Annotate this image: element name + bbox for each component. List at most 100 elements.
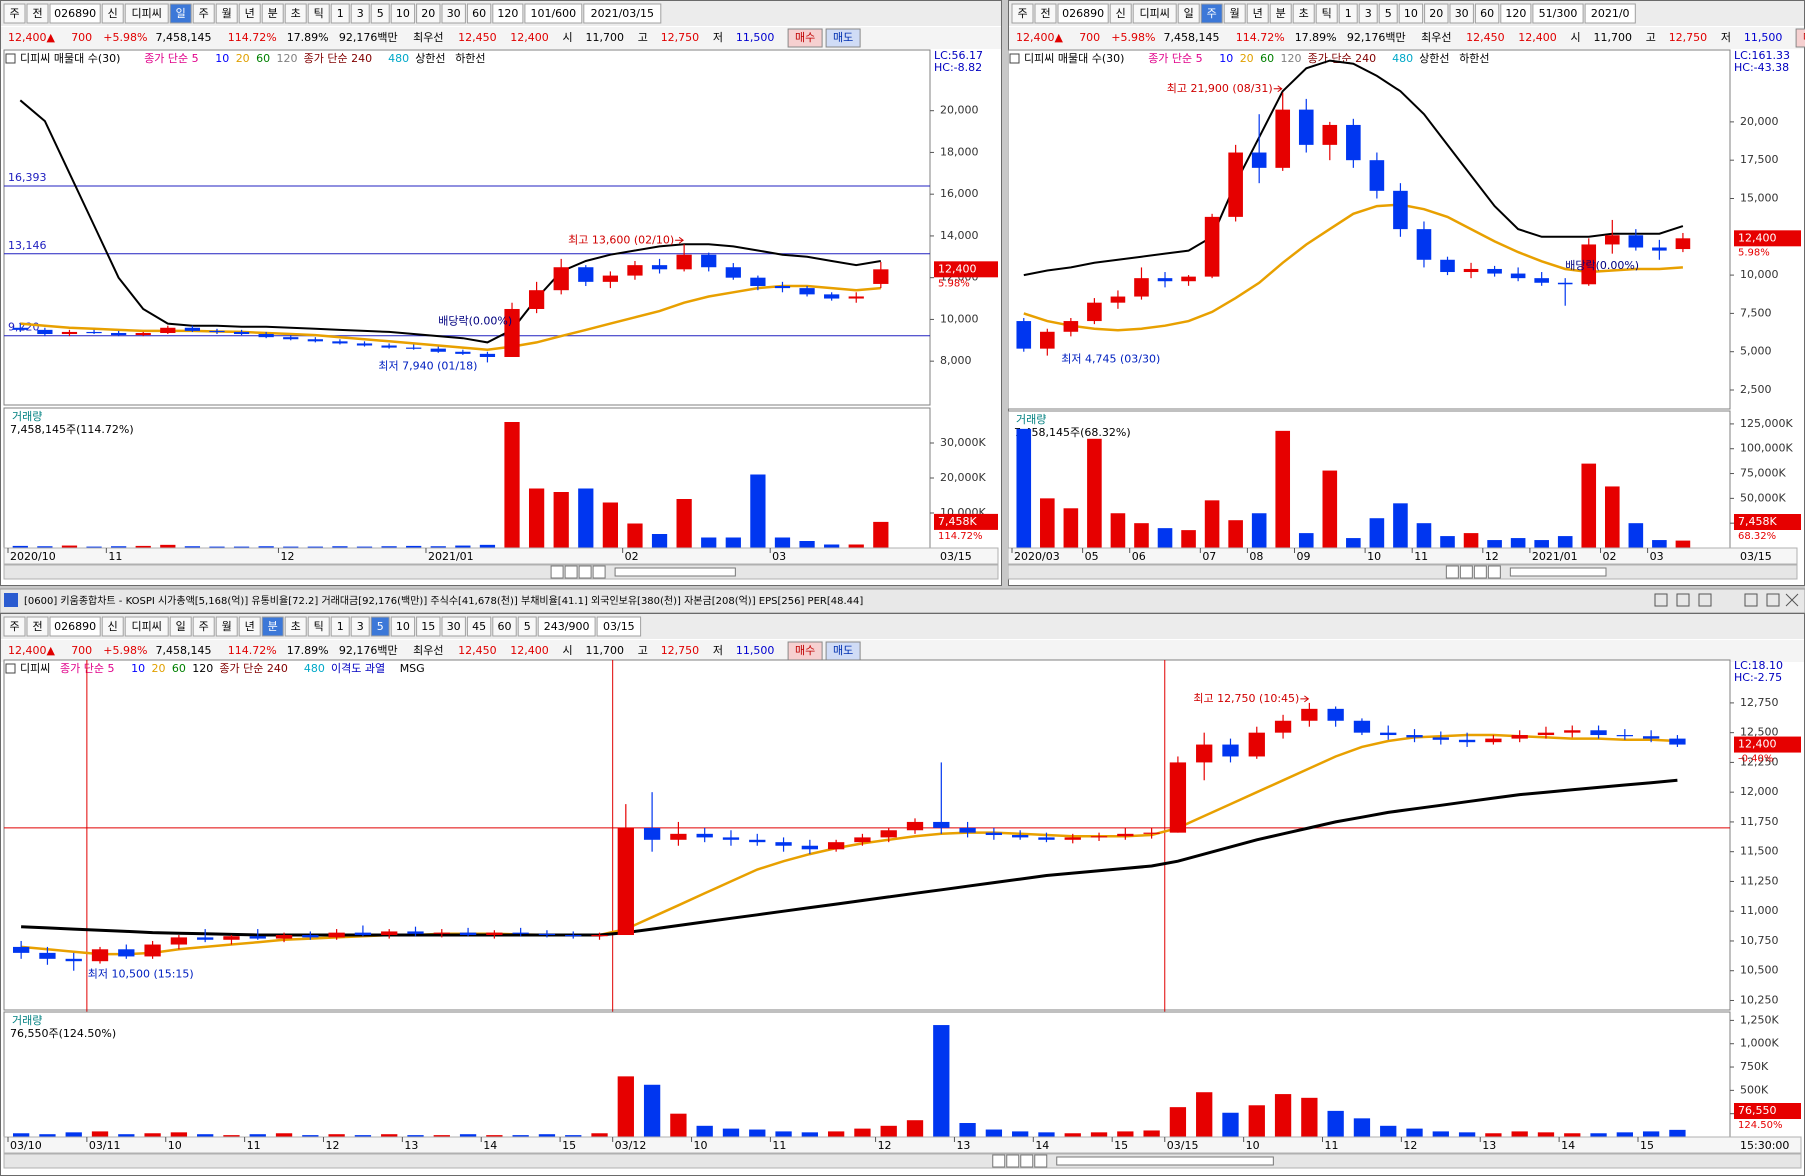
toolbar-button[interactable] (192, 616, 215, 637)
toolbar-button[interactable] (524, 3, 583, 24)
scroll-button[interactable] (1487, 565, 1501, 579)
toolbar-button[interactable] (169, 616, 192, 637)
toolbar-button[interactable] (284, 616, 307, 637)
window-button[interactable] (1654, 593, 1668, 607)
high-arrow (1300, 695, 1310, 703)
toolbar-button[interactable] (596, 616, 642, 637)
toolbar-button[interactable] (1057, 3, 1109, 24)
toolbar-button[interactable] (215, 3, 238, 24)
toolbar-button[interactable] (492, 616, 517, 637)
info-value: 11,500 (1744, 31, 1783, 44)
scroll-button[interactable] (1445, 565, 1459, 579)
scroll-button[interactable] (1006, 1154, 1020, 1168)
toolbar-button[interactable] (1358, 3, 1378, 24)
candle-body (627, 265, 643, 276)
toolbar-button[interactable] (101, 3, 124, 24)
toolbar-button[interactable] (1449, 3, 1474, 24)
toolbar-button[interactable] (3, 616, 26, 637)
scroll-button[interactable] (1473, 565, 1487, 579)
toolbar-button[interactable] (350, 3, 370, 24)
toolbar-button[interactable] (1474, 3, 1500, 24)
candle-body (1222, 744, 1239, 757)
toolbar-button[interactable] (26, 616, 49, 637)
toolbar-button[interactable] (124, 3, 169, 24)
toolbar-button[interactable] (1109, 3, 1132, 24)
toolbar-button[interactable] (284, 3, 307, 24)
toolbar-button[interactable] (1034, 3, 1057, 24)
toolbar-button[interactable] (215, 616, 238, 637)
toolbar-button[interactable] (350, 616, 370, 637)
toolbar-button[interactable] (1532, 3, 1584, 24)
toolbar-button[interactable] (583, 3, 662, 24)
toolbar-button[interactable] (1315, 3, 1338, 24)
toolbar-button[interactable] (1500, 3, 1532, 24)
toolbar-button[interactable] (370, 3, 390, 24)
toolbar-button[interactable] (101, 616, 124, 637)
toolbar-button[interactable] (1200, 3, 1223, 24)
toolbar-button[interactable] (261, 616, 284, 637)
toolbar-button[interactable] (441, 616, 466, 637)
candle-body (1346, 124, 1361, 161)
toolbar-button[interactable] (261, 3, 284, 24)
order-button[interactable] (787, 28, 823, 48)
toolbar-button[interactable] (441, 3, 466, 24)
volume-bar (1353, 1118, 1371, 1137)
zoom-slider[interactable] (1509, 567, 1607, 577)
toolbar-button[interactable] (466, 3, 492, 24)
toolbar-button[interactable] (1292, 3, 1315, 24)
scroll-button[interactable] (1020, 1154, 1034, 1168)
toolbar-button[interactable] (192, 3, 215, 24)
toolbar-button[interactable] (416, 616, 441, 637)
toolbar-button[interactable] (466, 616, 492, 637)
toolbar-label: 10 (1404, 7, 1418, 20)
zoom-slider[interactable] (614, 567, 736, 577)
scroll-button[interactable] (592, 565, 606, 579)
scroll-button[interactable] (578, 565, 592, 579)
window-button[interactable] (1744, 593, 1758, 607)
scroll-button[interactable] (550, 565, 564, 579)
toolbar-button[interactable] (238, 3, 261, 24)
toolbar-button[interactable] (26, 3, 49, 24)
scroll-button[interactable] (1459, 565, 1473, 579)
toolbar-button[interactable] (1269, 3, 1292, 24)
scroll-button[interactable] (992, 1154, 1006, 1168)
toolbar-button[interactable] (1177, 3, 1200, 24)
volume-bar (1675, 540, 1691, 548)
toolbar-button[interactable] (1584, 3, 1636, 24)
toolbar-button[interactable] (307, 616, 330, 637)
toolbar-button[interactable] (1011, 3, 1034, 24)
toolbar-button[interactable] (49, 616, 101, 637)
toolbar-button[interactable] (1378, 3, 1398, 24)
toolbar-button[interactable] (307, 3, 330, 24)
scroll-button[interactable] (1034, 1154, 1048, 1168)
toolbar-button[interactable] (1246, 3, 1269, 24)
toolbar-button[interactable] (1338, 3, 1358, 24)
toolbar-button[interactable] (238, 616, 261, 637)
zoom-slider[interactable] (1056, 1156, 1274, 1166)
toolbar-button[interactable] (390, 3, 416, 24)
window-button[interactable] (1698, 593, 1712, 607)
window-button[interactable] (1676, 593, 1690, 607)
toolbar-button[interactable] (390, 616, 416, 637)
toolbar-button[interactable] (492, 3, 524, 24)
toolbar-button[interactable] (517, 616, 537, 637)
toolbar-button[interactable] (416, 3, 441, 24)
close-button[interactable] (1785, 593, 1799, 607)
toolbar-button[interactable] (124, 616, 169, 637)
toolbar-button[interactable] (1398, 3, 1424, 24)
order-button[interactable] (825, 28, 861, 48)
window-button[interactable] (1766, 593, 1780, 607)
toolbar-button[interactable] (537, 616, 596, 637)
scroll-button[interactable] (564, 565, 578, 579)
toolbar-button[interactable] (1223, 3, 1246, 24)
toolbar-button[interactable] (3, 3, 26, 24)
toolbar-button[interactable] (330, 616, 350, 637)
toolbar-button[interactable] (49, 3, 101, 24)
toolbar-button[interactable] (1132, 3, 1177, 24)
toolbar-button[interactable] (330, 3, 350, 24)
toolbar-button[interactable] (169, 3, 192, 24)
toolbar-button[interactable] (1424, 3, 1449, 24)
toolbar-button[interactable] (370, 616, 390, 637)
order-button[interactable] (1795, 28, 1805, 48)
info-value: 고 (1646, 31, 1656, 44)
